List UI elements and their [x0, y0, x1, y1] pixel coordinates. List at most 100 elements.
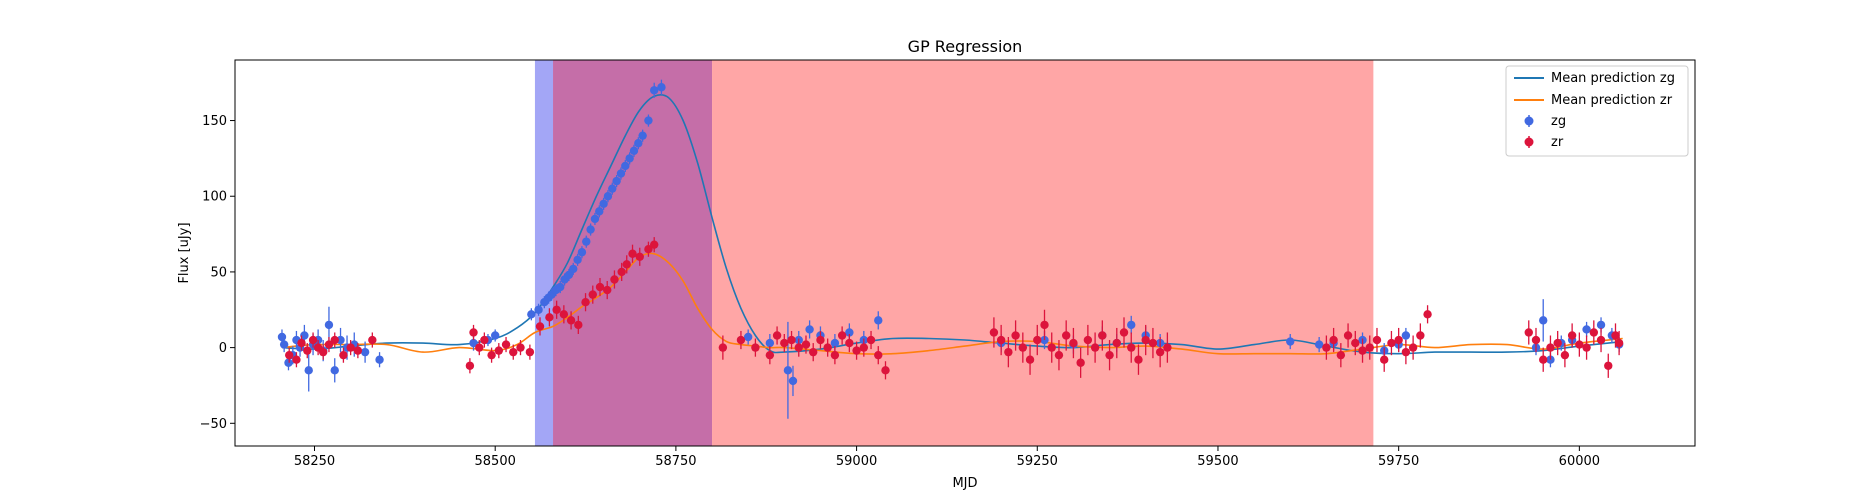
data-point — [1329, 335, 1338, 345]
data-point — [783, 366, 793, 375]
data-point — [1524, 328, 1533, 337]
data-point — [577, 248, 587, 257]
data-point — [1336, 350, 1346, 360]
data-point — [816, 335, 825, 345]
x-axis-label: MJD — [952, 476, 977, 491]
data-point — [1614, 338, 1624, 348]
legend-label-zg-points: zg — [1551, 114, 1566, 129]
legend-label-zr-line: Mean prediction zr — [1551, 93, 1673, 108]
data-point — [1408, 343, 1418, 352]
y-tick-label: 100 — [202, 190, 227, 205]
y-tick-label: 0 — [219, 341, 227, 356]
data-point — [1560, 350, 1570, 360]
legend-swatch-zg-points — [1524, 116, 1534, 126]
x-tick-label: 58750 — [655, 454, 696, 469]
data-point — [621, 161, 630, 171]
data-point — [780, 338, 789, 348]
data-point — [1061, 331, 1071, 340]
data-point — [534, 305, 543, 314]
data-point — [718, 343, 728, 352]
data-point — [1358, 346, 1367, 355]
data-point — [1047, 343, 1056, 352]
data-point — [1416, 331, 1425, 340]
data-point — [599, 199, 608, 209]
legend-label-zg-line: Mean prediction zg — [1551, 71, 1675, 86]
y-tick-label: −50 — [200, 417, 227, 432]
data-point — [866, 335, 876, 345]
data-point — [1604, 361, 1613, 370]
data-point — [573, 255, 582, 265]
data-point — [559, 310, 569, 319]
data-point — [586, 225, 595, 234]
legend: Mean prediction zg Mean prediction zr zg… — [1505, 65, 1689, 157]
data-point — [1141, 335, 1150, 345]
data-point — [852, 346, 861, 355]
data-point — [509, 347, 518, 357]
data-point — [277, 332, 287, 342]
data-point — [308, 335, 318, 345]
y-axis-label: Flux [uJy] — [177, 222, 192, 283]
data-point — [650, 86, 659, 95]
data-point — [535, 322, 545, 331]
data-point — [324, 320, 334, 330]
data-point — [487, 350, 496, 360]
data-point — [635, 252, 644, 261]
data-point — [622, 260, 631, 269]
data-point — [625, 154, 634, 163]
data-point — [634, 139, 643, 148]
x-tick-label: 58250 — [294, 454, 335, 469]
shaded-regions — [534, 60, 1374, 446]
data-point — [1401, 347, 1411, 357]
chart-title: GP Regression — [908, 37, 1023, 56]
y-axis-ticks: −50 0 50 100 150 — [200, 114, 235, 432]
data-point — [1033, 335, 1042, 345]
data-point — [845, 338, 854, 348]
data-point — [1134, 355, 1143, 364]
data-point — [603, 192, 613, 201]
legend-label-zr-points: zr — [1551, 135, 1564, 150]
data-point — [1596, 320, 1606, 330]
data-point — [1105, 350, 1114, 360]
data-point — [1582, 343, 1591, 352]
data-point — [1011, 331, 1020, 340]
data-point — [480, 335, 489, 345]
data-point — [805, 325, 814, 334]
data-point — [608, 184, 617, 193]
data-point — [629, 146, 639, 156]
data-point — [1596, 335, 1606, 345]
data-point — [736, 335, 746, 345]
data-point — [545, 313, 554, 322]
data-point — [569, 264, 578, 274]
data-point — [1567, 331, 1577, 340]
data-point — [516, 343, 525, 352]
data-point — [279, 340, 289, 349]
data-point — [650, 240, 659, 249]
data-point — [1372, 335, 1382, 345]
data-point — [1076, 358, 1085, 367]
data-point — [1083, 335, 1093, 345]
data-point — [297, 338, 306, 348]
data-point — [638, 131, 647, 140]
x-tick-label: 59250 — [1017, 454, 1058, 469]
data-point — [989, 328, 999, 337]
data-point — [336, 335, 345, 345]
data-point — [644, 245, 653, 254]
data-point — [765, 338, 775, 348]
data-point — [1127, 320, 1136, 330]
data-point — [1611, 331, 1620, 340]
observation-points — [277, 79, 1624, 419]
x-tick-label: 59750 — [1378, 454, 1419, 469]
data-point — [874, 350, 883, 360]
data-point — [751, 343, 760, 352]
data-point — [1004, 347, 1013, 357]
data-point — [1286, 337, 1295, 346]
data-point — [1343, 331, 1353, 340]
data-point — [284, 358, 293, 367]
data-point — [644, 116, 653, 125]
data-point — [300, 331, 309, 340]
data-point — [330, 366, 339, 375]
data-point — [787, 335, 796, 345]
data-point — [566, 316, 576, 325]
data-point — [1018, 343, 1028, 352]
